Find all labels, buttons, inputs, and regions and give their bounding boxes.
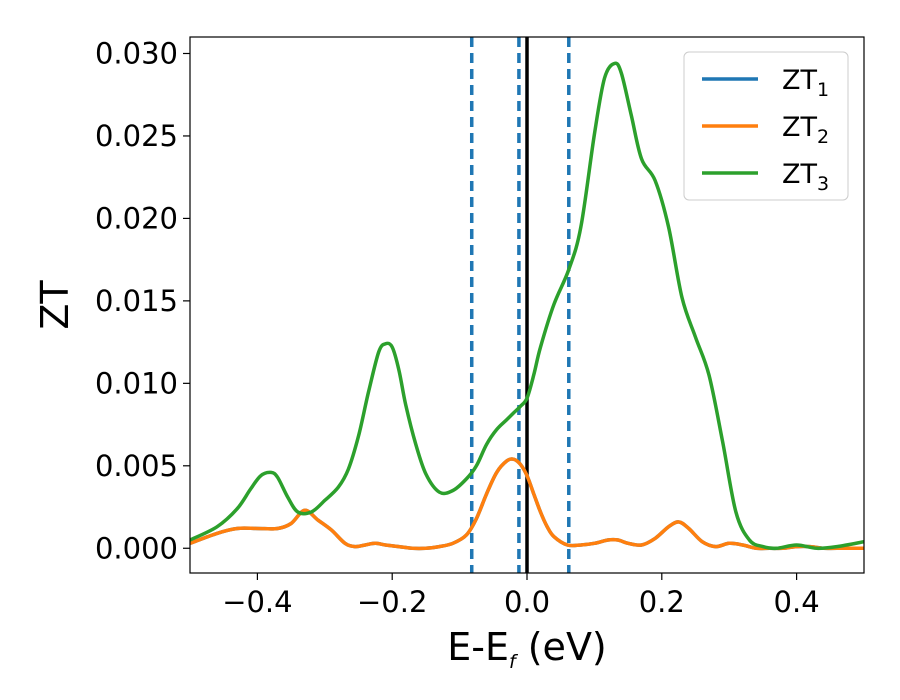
y-tick-label: 0.030 <box>95 36 178 70</box>
y-tick-label: 0.015 <box>95 284 178 318</box>
y-tick-label: 0.000 <box>95 531 178 565</box>
series-line-zt3 <box>190 61 864 551</box>
x-axis-label: E-Ef (eV) <box>447 625 607 673</box>
x-tick-label: −0.2 <box>357 585 427 619</box>
series-line-zt2 <box>190 457 864 551</box>
legend-box <box>683 51 849 201</box>
x-tick-label: 0.4 <box>774 585 820 619</box>
y-tick-label: 0.025 <box>95 119 178 153</box>
y-tick-label: 0.020 <box>95 201 178 235</box>
x-axis-label-main: E-E <box>447 625 509 669</box>
y-tick-label: 0.010 <box>95 366 178 400</box>
legend-label-zt1: ZT1 <box>782 65 829 101</box>
x-tick-label: 0.0 <box>504 585 550 619</box>
legend-label-zt3: ZT3 <box>782 159 829 195</box>
legend: ZT1 ZT2 ZT3 <box>683 51 849 201</box>
x-axis-label-unit: (eV) <box>516 625 607 669</box>
x-tick-label: 0.2 <box>639 585 685 619</box>
y-tick-label: 0.005 <box>95 449 178 483</box>
y-axis-label: ZT <box>33 280 77 330</box>
x-axis-label-sub: f <box>509 651 519 673</box>
x-tick-label: −0.4 <box>222 585 292 619</box>
legend-label-zt2: ZT2 <box>782 112 829 148</box>
